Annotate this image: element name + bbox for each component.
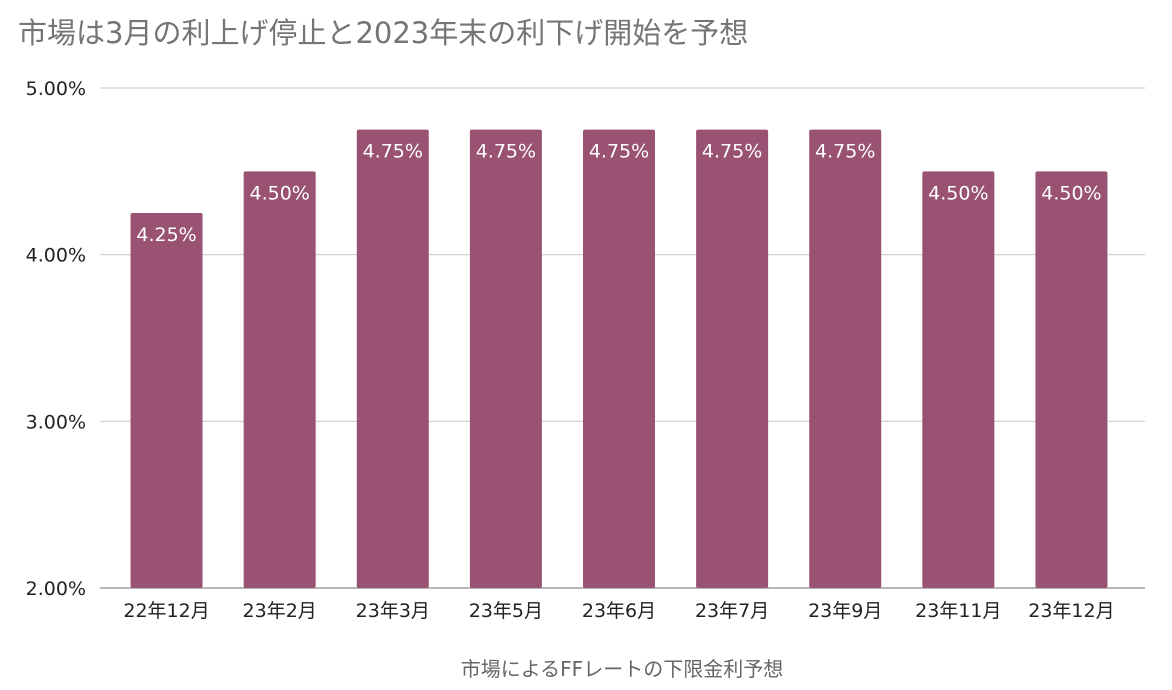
bar bbox=[243, 171, 316, 589]
y-axis-ticks: 2.00% 3.00% 4.00% 5.00% bbox=[26, 78, 86, 600]
bar bbox=[696, 129, 769, 588]
data-label: 4.75% bbox=[589, 141, 649, 163]
bar bbox=[809, 129, 882, 588]
data-label: 4.50% bbox=[1041, 182, 1101, 204]
x-tick-label: 22年12月 bbox=[123, 600, 209, 622]
x-tick-label: 23年2月 bbox=[243, 600, 317, 622]
bars bbox=[130, 129, 1108, 589]
x-axis-ticks: 22年12月 23年2月 23年3月 23年5月 23年6月 23年7月 23年9月 23年1… bbox=[123, 600, 1114, 622]
x-tick-label: 23年9月 bbox=[808, 600, 882, 622]
x-tick-label: 23年11月 bbox=[915, 600, 1001, 622]
x-tick-label: 23年7月 bbox=[695, 600, 769, 622]
y-tick-label: 5.00% bbox=[26, 78, 86, 100]
x-tick-label: 23年3月 bbox=[356, 600, 430, 622]
x-tick-label: 23年5月 bbox=[469, 600, 543, 622]
x-tick-label: 23年12月 bbox=[1028, 600, 1114, 622]
y-tick-label: 3.00% bbox=[26, 411, 86, 433]
bar bbox=[922, 171, 995, 589]
bar bbox=[130, 213, 203, 588]
data-labels: 4.25% 4.50% 4.75% 4.75% 4.75% 4.75% 4.75% 4.50%… bbox=[136, 141, 1101, 246]
data-label: 4.75% bbox=[363, 141, 423, 163]
chart-title: 市場は3月の利上げ停止と2023年末の利下げ開始を予想 bbox=[18, 16, 749, 50]
y-tick-label: 4.00% bbox=[26, 245, 86, 267]
data-label: 4.75% bbox=[815, 141, 875, 163]
x-tick-label: 23年6月 bbox=[582, 600, 656, 622]
data-label: 4.75% bbox=[702, 141, 762, 163]
bar bbox=[583, 129, 655, 588]
bar bbox=[469, 129, 542, 588]
bar bbox=[1035, 171, 1108, 589]
x-axis-label: 市場によるFFレートの下限金利予想 bbox=[461, 657, 783, 681]
bar bbox=[356, 129, 429, 588]
data-label: 4.25% bbox=[136, 224, 196, 246]
data-label: 4.50% bbox=[249, 182, 309, 204]
y-tick-label: 2.00% bbox=[26, 578, 86, 600]
data-label: 4.75% bbox=[476, 141, 536, 163]
data-label: 4.50% bbox=[928, 182, 988, 204]
